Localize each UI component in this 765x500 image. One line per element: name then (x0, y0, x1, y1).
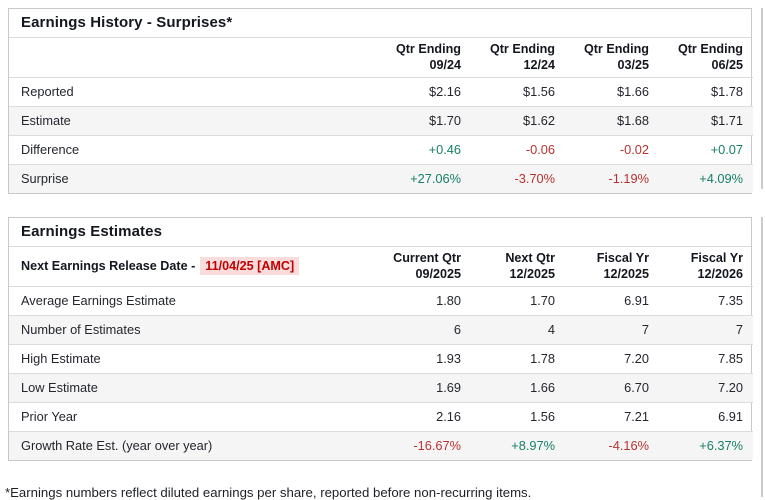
cell-value: -3.70% (471, 164, 565, 194)
table-row-difference: Difference +0.46 -0.06 -0.02 +0.07 (9, 135, 753, 165)
row-label: Difference (9, 135, 377, 165)
release-date-value: 11/04/25 [AMC] (200, 257, 300, 276)
history-column-header: Qtr Ending 12/24 (471, 38, 565, 79)
row-label: Low Estimate (9, 373, 377, 403)
estimates-column-header: Next Qtr 12/2025 (471, 247, 565, 288)
cell-value: 1.70 (530, 293, 555, 309)
next-earnings-release-date: Next Earnings Release Date - 11/04/25 [AM… (9, 247, 377, 288)
estimates-column-header: Fiscal Yr 12/2026 (659, 247, 753, 288)
history-header-row: Qtr Ending 09/24 Qtr Ending 12/24 Qtr Endi… (9, 38, 753, 79)
cell-value: 6.91 (624, 293, 649, 309)
table-row-surprise: Surprise +27.06% -3.70% -1.19% +4.09% (9, 164, 753, 194)
earnings-footnote: *Earnings numbers reflect diluted earnin… (5, 485, 532, 500)
cell-value: -16.67% (377, 431, 471, 461)
cell-value: +0.07 (659, 135, 753, 165)
cell-value: $1.68 (565, 106, 659, 136)
row-label: Reported (21, 84, 74, 100)
cell-value: +4.09% (659, 164, 753, 194)
cell-value: -4.16% (565, 431, 659, 461)
estimates-header-row: Next Earnings Release Date - 11/04/25 [AM… (9, 247, 753, 288)
cell-value: 1.78 (471, 344, 565, 374)
table-row-high-estimate: High Estimate 1.93 1.78 7.20 7.85 (9, 344, 753, 374)
adjacent-panel-border (761, 217, 763, 497)
cell-value: 6.70 (565, 373, 659, 403)
estimates-column-header: Current Qtr 09/2025 (377, 247, 471, 288)
row-label: Number of Estimates (9, 315, 377, 345)
row-label: Surprise (9, 164, 377, 194)
earnings-estimates-panel: Earnings Estimates Next Earnings Release… (8, 217, 753, 462)
table-row-prior-year: Prior Year 2.16 1.56 7.21 6.91 (9, 402, 753, 432)
cell-value: 7.85 (659, 344, 753, 374)
cell-value: $1.62 (471, 106, 565, 136)
cell-value: 7.21 (565, 402, 659, 432)
cell-value: $1.71 (659, 106, 753, 136)
history-header-empty (9, 38, 377, 79)
estimates-column-header: Fiscal Yr 12/2025 (565, 247, 659, 288)
table-row-average-earnings-estimate: Average Earnings Estimate 1.80 1.70 6.91… (9, 287, 753, 316)
table-row-low-estimate: Low Estimate 1.69 1.66 6.70 7.20 (9, 373, 753, 403)
cell-value: $2.16 (428, 84, 461, 100)
release-date-label: Next Earnings Release Date - (21, 259, 196, 274)
cell-value: 7.35 (718, 293, 743, 309)
earnings-estimates-title: Earnings Estimates (9, 218, 751, 247)
history-column-header: Qtr Ending 03/25 (565, 38, 659, 79)
row-label: Average Earnings Estimate (21, 293, 176, 309)
cell-value: 1.66 (471, 373, 565, 403)
row-label: Estimate (9, 106, 377, 136)
cell-value: $1.78 (710, 84, 743, 100)
history-column-header: Qtr Ending 06/25 (659, 38, 753, 79)
cell-value: +6.37% (659, 431, 753, 461)
row-label: Growth Rate Est. (year over year) (9, 431, 377, 461)
row-label: High Estimate (9, 344, 377, 374)
cell-value: 4 (471, 315, 565, 345)
row-label: Prior Year (9, 402, 377, 432)
cell-value: 7 (659, 315, 753, 345)
cell-value: -0.02 (565, 135, 659, 165)
earnings-history-title: Earnings History - Surprises* (9, 9, 751, 38)
earnings-history-panel: Earnings History - Surprises* Qtr Ending… (8, 8, 753, 195)
cell-value: 6.91 (659, 402, 753, 432)
table-row-number-of-estimates: Number of Estimates 6 4 7 7 (9, 315, 753, 345)
cell-value: 1.56 (471, 402, 565, 432)
table-row-estimate: Estimate $1.70 $1.62 $1.68 $1.71 (9, 106, 753, 136)
cell-value: 6 (377, 315, 471, 345)
cell-value: $1.66 (616, 84, 649, 100)
table-row-reported: Reported $2.16 $1.56 $1.66 $1.78 (9, 78, 753, 107)
cell-value: 1.69 (377, 373, 471, 403)
cell-value: +0.46 (377, 135, 471, 165)
cell-value: 1.80 (436, 293, 461, 309)
cell-value: $1.56 (522, 84, 555, 100)
cell-value: 7.20 (565, 344, 659, 374)
earnings-history-table: Qtr Ending 09/24 Qtr Ending 12/24 Qtr Endi… (9, 38, 753, 194)
cell-value: $1.70 (377, 106, 471, 136)
cell-value: +8.97% (471, 431, 565, 461)
adjacent-panel-border (761, 8, 763, 189)
cell-value: +27.06% (377, 164, 471, 194)
history-column-header: Qtr Ending 09/24 (377, 38, 471, 79)
cell-value: 7.20 (659, 373, 753, 403)
cell-value: 2.16 (377, 402, 471, 432)
table-row-growth-rate-est: Growth Rate Est. (year over year) -16.67… (9, 431, 753, 461)
cell-value: 7 (565, 315, 659, 345)
cell-value: -0.06 (471, 135, 565, 165)
earnings-estimates-table: Next Earnings Release Date - 11/04/25 [AM… (9, 247, 753, 461)
cell-value: 1.93 (377, 344, 471, 374)
cell-value: -1.19% (565, 164, 659, 194)
